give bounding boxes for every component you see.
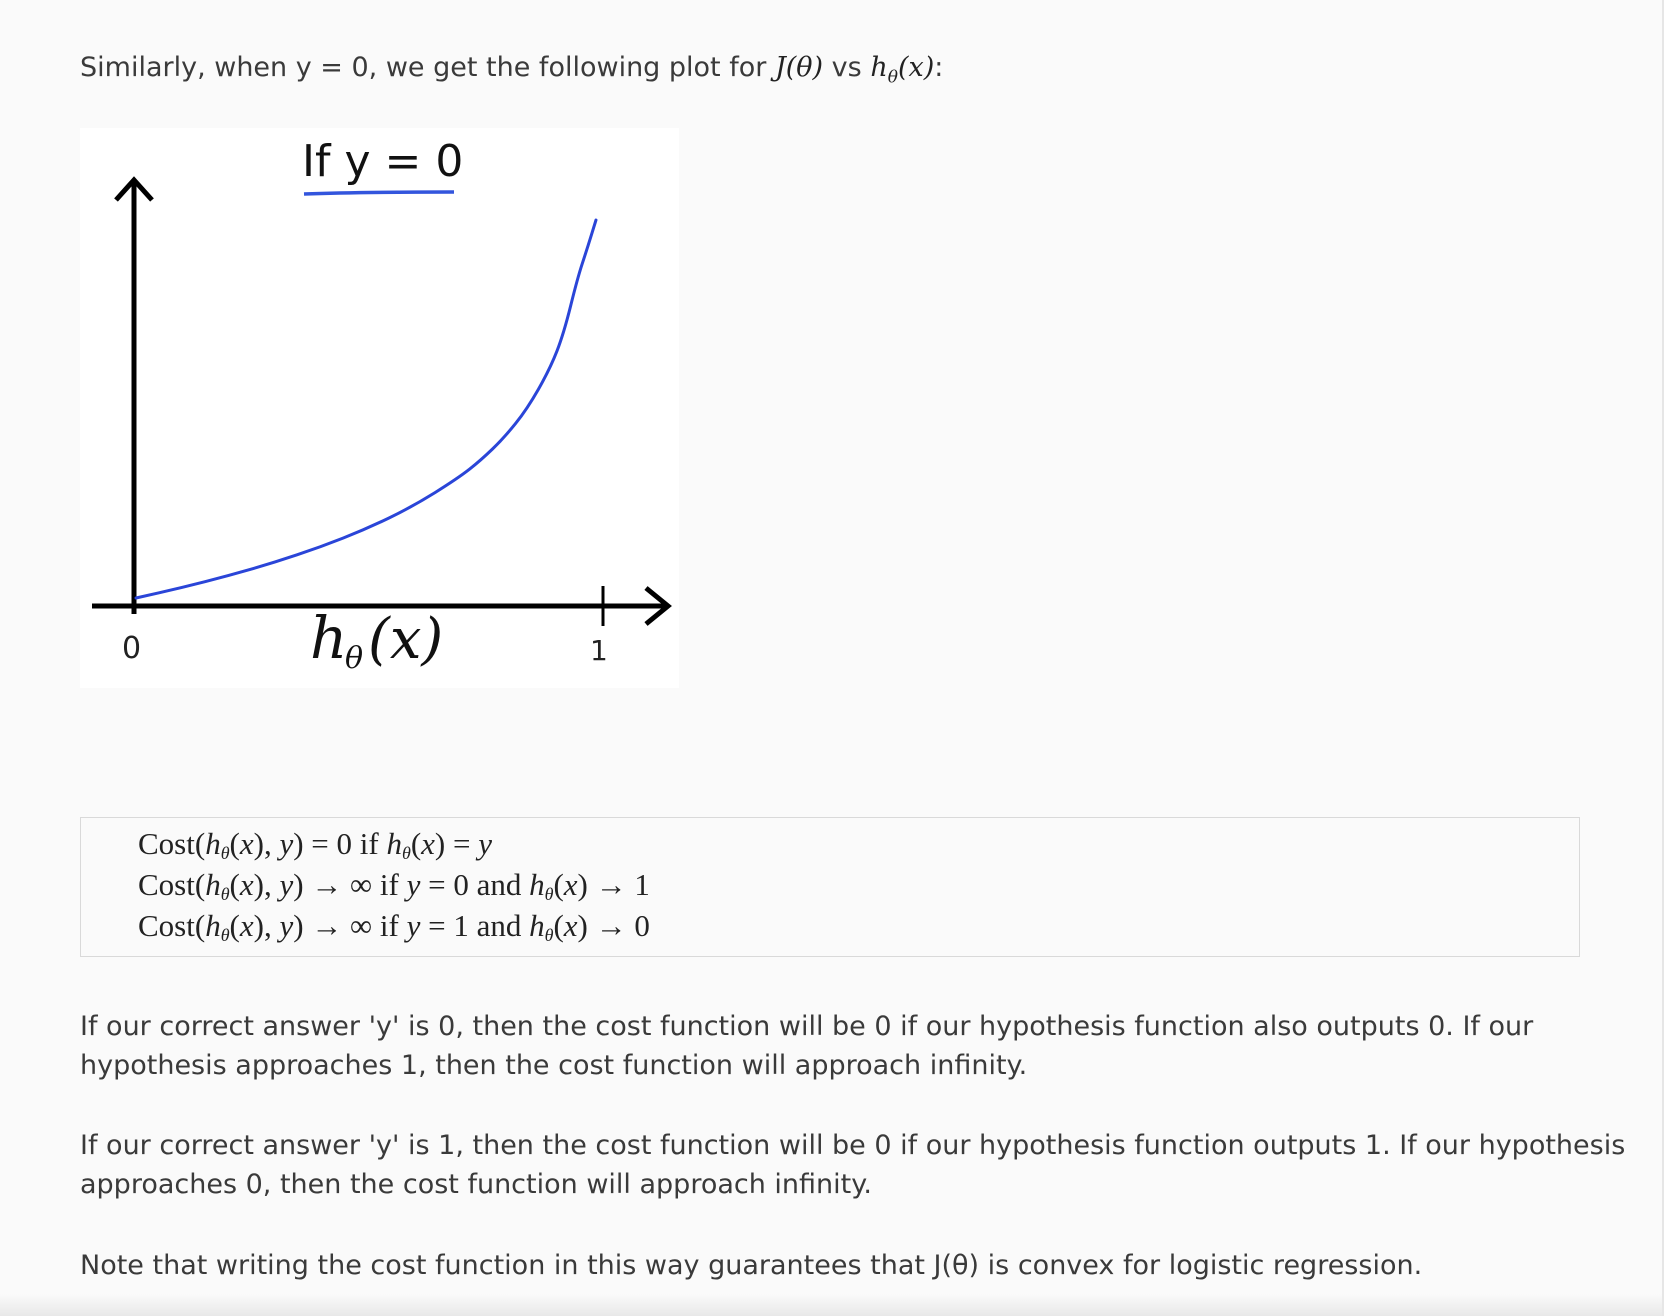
eq3-cost: Cost(: [138, 908, 206, 943]
eq3-rhs: → 0: [587, 908, 650, 943]
intro-vs: vs: [823, 52, 871, 83]
cost-plot-figure: If y = 0 0 1 h θ (x): [80, 128, 679, 688]
paragraph-y0-line2: hypothesis approaches 1, then the cost f…: [80, 1050, 1028, 1081]
title-underline: [303, 190, 455, 196]
eq3-cond: = 1 and: [420, 908, 530, 943]
one-label: 1: [590, 634, 608, 667]
j-theta-math: J(θ): [774, 52, 824, 83]
eq3-rel: → ∞ if: [303, 908, 407, 943]
x-label-h: h: [310, 604, 347, 672]
intro-suffix: :: [934, 52, 944, 83]
equation-3: Cost(hθ(x), y) → ∞ if y = 1 and hθ(x) → …: [138, 908, 650, 945]
cost-equations-box: Cost(hθ(x), y) = 0 if hθ(x) = y Cost(hθ(…: [80, 817, 1580, 957]
paragraph-y0-line1: If our correct answer 'y' is 0, then the…: [80, 1011, 1534, 1042]
eq1-cost: Cost(: [138, 826, 206, 861]
bottom-fade: [0, 1294, 1662, 1316]
eq1-rel: = 0 if: [303, 826, 387, 861]
plot-title: If y = 0: [302, 136, 463, 187]
theta-sub: θ: [887, 67, 898, 88]
cost-plot-svg: If y = 0 0 1 h θ (x): [92, 136, 672, 676]
origin-label: 0: [122, 631, 141, 666]
paragraph-convex-note: Note that writing the cost function in t…: [80, 1250, 1423, 1281]
cost-curve-line: [134, 218, 598, 600]
eq2-rel: → ∞ if: [303, 867, 407, 902]
equation-1: Cost(hθ(x), y) = 0 if hθ(x) = y: [138, 826, 492, 863]
y-axis-arrow: [114, 176, 154, 202]
intro-text: Similarly, when y = 0, we get the follow…: [80, 48, 943, 97]
eq2-cost: Cost(: [138, 867, 206, 902]
eq1-eq: =: [445, 826, 479, 861]
eq2-cond: = 0 and: [420, 867, 530, 902]
x-label-theta: θ: [345, 641, 363, 676]
x-axis-arrow: [644, 586, 672, 626]
eq3-y: y: [406, 908, 421, 943]
equation-2: Cost(hθ(x), y) → ∞ if y = 0 and hθ(x) → …: [138, 867, 650, 904]
eq2-y: y: [406, 867, 421, 902]
x-axis-label: h θ (x): [310, 604, 443, 676]
h-math: h: [870, 52, 888, 83]
eq2-rhs: → 1: [587, 867, 650, 902]
x-math: (x): [897, 52, 935, 83]
intro-prefix: Similarly, when y = 0, we get the follow…: [80, 52, 775, 83]
paragraph-y1-line2: approaches 0, then the cost function wil…: [80, 1169, 872, 1200]
x-label-x: (x): [368, 607, 443, 672]
paragraph-y1-line1: If our correct answer 'y' is 1, then the…: [80, 1130, 1626, 1161]
eq1-y: y: [478, 826, 492, 861]
